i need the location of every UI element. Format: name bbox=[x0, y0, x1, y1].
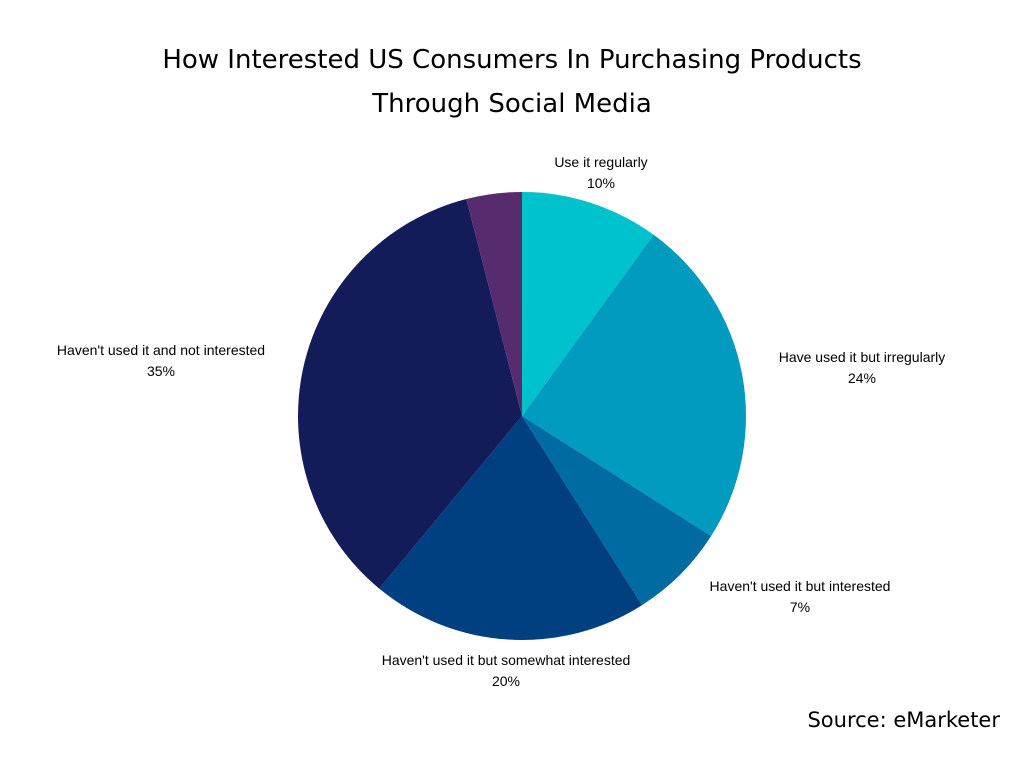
pie-slice-5 bbox=[466, 192, 522, 416]
pie-slice-4 bbox=[298, 199, 522, 589]
slice-label-name: Haven't used it but interested bbox=[709, 578, 891, 594]
slice-label-name: Haven't used it and not interested bbox=[56, 342, 266, 358]
pie-slice-0 bbox=[522, 192, 654, 416]
slice-label-value: 24% bbox=[847, 370, 877, 386]
slice-label-not-used-interested: Haven't used it but interested 7% bbox=[710, 576, 891, 618]
slice-label-not-used-somewhat-interested: Haven't used it but somewhat interested … bbox=[382, 650, 631, 692]
slice-label-used-irregularly: Have used it but irregularly 24% bbox=[779, 347, 946, 389]
slice-label-value: 10% bbox=[586, 175, 616, 191]
slice-label-value: 20% bbox=[491, 673, 521, 689]
pie-slice-1 bbox=[522, 234, 747, 537]
slice-label-name: Have used it but irregularly bbox=[778, 349, 946, 365]
source-note: Source: eMarketer bbox=[807, 708, 1000, 732]
slice-label-name: Haven't used it but somewhat interested bbox=[381, 652, 631, 668]
slice-label-value: 7% bbox=[789, 599, 811, 615]
pie-slice-3 bbox=[379, 416, 643, 640]
chart-title: How Interested US Consumers In Purchasin… bbox=[0, 38, 1024, 126]
slice-label-use-regularly: Use it regularly 10% bbox=[554, 152, 647, 194]
slice-label-value: 35% bbox=[146, 363, 176, 379]
slice-label-not-used-not-interested: Haven't used it and not interested 35% bbox=[57, 340, 265, 382]
chart-title-line-1: How Interested US Consumers In Purchasin… bbox=[162, 45, 862, 75]
slice-label-name: Use it regularly bbox=[554, 154, 648, 170]
chart-title-line-2: Through Social Media bbox=[372, 89, 652, 119]
pie-slice-2 bbox=[522, 416, 712, 606]
